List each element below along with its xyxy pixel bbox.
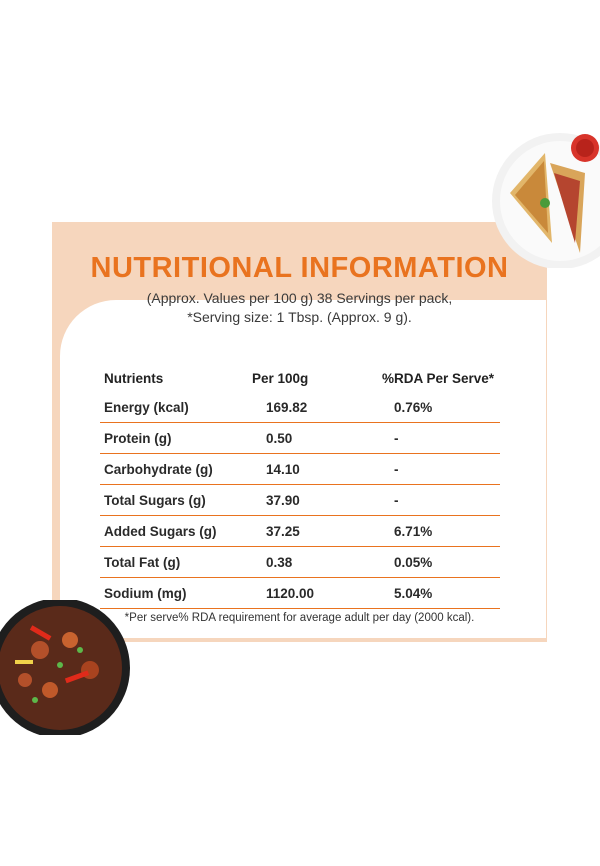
table-row: Carbohydrate (g) 14.10 - (100, 453, 500, 485)
nutrient-rda: 0.76% (360, 392, 500, 423)
nutrient-per-100g: 169.82 (248, 392, 360, 423)
nutrient-name: Sodium (mg) (100, 577, 248, 609)
header-per-100g: Per 100g (252, 370, 309, 386)
subtitle-line1: (Approx. Values per 100 g) 38 Servings p… (146, 290, 453, 306)
nutrient-per-100g: 37.90 (248, 484, 360, 516)
nutrient-rda: - (360, 453, 500, 485)
table-row: Total Sugars (g) 37.90 - (100, 484, 500, 516)
nutrient-rda: 0.05% (360, 546, 500, 578)
nutrient-rda: - (360, 484, 500, 516)
table-row: Energy (kcal) 169.82 0.76% (100, 392, 500, 423)
header-rda: %RDA Per Serve* (382, 370, 495, 386)
nutrient-per-100g: 1120.00 (248, 577, 360, 609)
subtitle-line2: *Serving size: 1 Tbsp. (Approx. 9 g). (187, 309, 412, 325)
nutrient-name: Carbohydrate (g) (100, 453, 248, 485)
nutrient-rda: - (360, 422, 500, 454)
nutrient-name: Added Sugars (g) (100, 515, 248, 547)
table-header-row: Nutrients Per 100g %RDA Per Serve* (100, 364, 500, 392)
sandwich-plate-image (492, 133, 600, 268)
nutrient-name: Total Sugars (g) (100, 484, 248, 516)
nutrient-rda: 5.04% (360, 577, 500, 609)
table-row: Added Sugars (g) 37.25 6.71% (100, 515, 500, 547)
nutrient-name: Protein (g) (100, 422, 248, 454)
table-row: Sodium (mg) 1120.00 5.04% (100, 577, 500, 609)
header-nutrients: Nutrients (104, 370, 164, 386)
nutrient-name: Energy (kcal) (100, 392, 248, 423)
page-title: NUTRITIONAL INFORMATION (90, 252, 509, 284)
table-row: Total Fat (g) 0.38 0.05% (100, 546, 500, 578)
nutrition-table: Nutrients Per 100g %RDA Per Serve* Energ… (100, 364, 500, 609)
stir-fry-pan-image (0, 600, 130, 735)
table-row: Protein (g) 0.50 - (100, 422, 500, 454)
nutrient-per-100g: 0.38 (248, 546, 360, 578)
nutrient-per-100g: 0.50 (248, 422, 360, 454)
footnote: *Per serve% RDA requirement for average … (124, 612, 475, 624)
nutrient-per-100g: 14.10 (248, 453, 360, 485)
nutrient-rda: 6.71% (360, 515, 500, 547)
info-card-tab (60, 300, 546, 356)
nutrient-name: Total Fat (g) (100, 546, 248, 578)
nutrient-per-100g: 37.25 (248, 515, 360, 547)
